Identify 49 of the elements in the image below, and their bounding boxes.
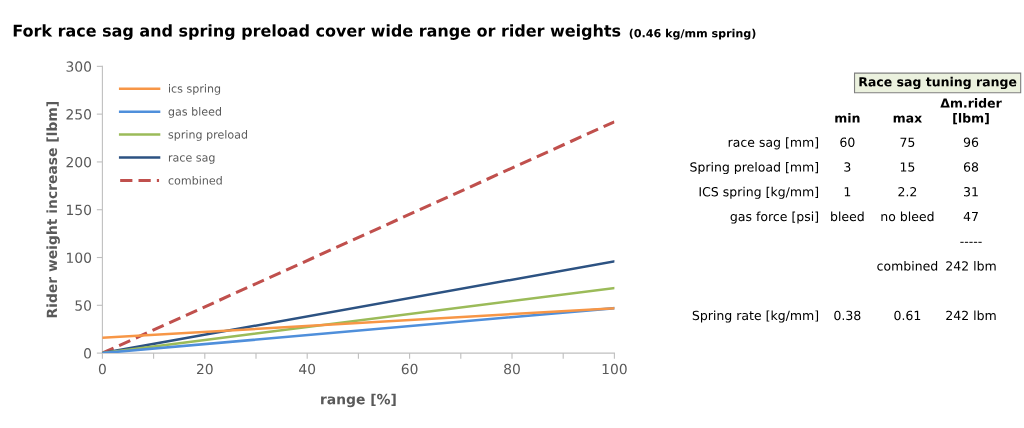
- text: 0.61: [894, 310, 921, 321]
- text: -----: [960, 241, 982, 243]
- category-label: gas force [psi]: [730, 211, 819, 224]
- text: 1: [844, 187, 851, 197]
- category-label: Δm.rider [lbm]: [940, 98, 1002, 125]
- x-tick-label: 100: [602, 363, 627, 375]
- y-axis-title: Rider weight increase [lbm]: [46, 102, 60, 318]
- text: 0.38: [834, 310, 861, 321]
- y-tick-label: 250: [66, 109, 92, 120]
- x-tick-label: 60: [401, 363, 418, 375]
- x-tick-label: 80: [504, 363, 520, 375]
- category-label: Spring preload [mm]: [690, 162, 819, 175]
- text: combined: [877, 260, 938, 271]
- text: 75: [900, 137, 915, 147]
- category-label: ICS spring [kg/mm]: [699, 186, 819, 199]
- y-tick-label: 50: [75, 300, 92, 311]
- legend-label: gas bleed: [168, 107, 221, 118]
- y-tick-label: 0: [84, 348, 92, 359]
- x-tick-label: 40: [299, 363, 316, 375]
- text: (0.46 kg/mm spring): [629, 28, 756, 40]
- y-tick-label: 200: [66, 156, 92, 168]
- legend-label: race sag: [168, 155, 215, 164]
- chart-title: Fork race sag and spring preload cover wide range or rider weights: [13, 24, 621, 40]
- text: 60: [840, 137, 855, 147]
- text: 31: [964, 186, 978, 197]
- text: 242 lbm: [946, 310, 996, 321]
- x-tick-label: 20: [196, 363, 213, 375]
- text: 2.2: [898, 186, 917, 197]
- text: 68: [963, 162, 979, 172]
- text: 96: [963, 137, 979, 147]
- category-label: max: [893, 115, 922, 123]
- legend-label: ics spring: [169, 84, 221, 95]
- category-label: Spring rate [kg/mm]: [692, 310, 819, 323]
- category-label: min: [835, 113, 860, 123]
- x-tick-label: 0: [98, 363, 106, 375]
- text: 15: [900, 162, 915, 172]
- text: no bleed: [881, 211, 934, 222]
- legend-label: spring preload: [168, 130, 248, 141]
- category-label: race sag [mm]: [728, 137, 819, 150]
- x-axis-title: range [%]: [321, 393, 396, 408]
- y-tick-label: 100: [67, 252, 92, 263]
- legend-label: combined: [168, 176, 222, 185]
- text: 242 lbm: [946, 260, 996, 271]
- y-tick-label: 150: [67, 204, 92, 216]
- text: bleed: [831, 211, 864, 222]
- y-tick-label: 300: [66, 61, 92, 72]
- text: 47: [963, 211, 978, 221]
- text: Race sag tuning range: [859, 76, 1017, 90]
- text: 3: [844, 162, 851, 172]
